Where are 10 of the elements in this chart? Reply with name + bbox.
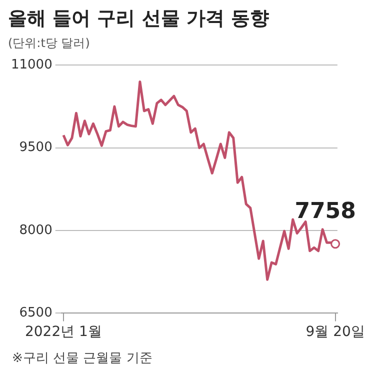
y-tick-label: 11000: [10, 58, 52, 73]
y-tick-label: 6500: [19, 306, 52, 321]
chart-subtitle: (단위:t당 달러): [8, 36, 90, 50]
text: ※구리 선물 근월물 기준: [12, 351, 152, 366]
chart-title: 올해 들어 구리 선물 가격 동향: [8, 7, 270, 30]
x-tick-label: 9월 20일: [306, 324, 365, 340]
y-tick-label: 9500: [19, 140, 52, 156]
x-tick-label: 2022년 1월: [24, 324, 102, 340]
y-tick-label: 8000: [19, 222, 52, 238]
annotation: 7758: [294, 198, 356, 224]
